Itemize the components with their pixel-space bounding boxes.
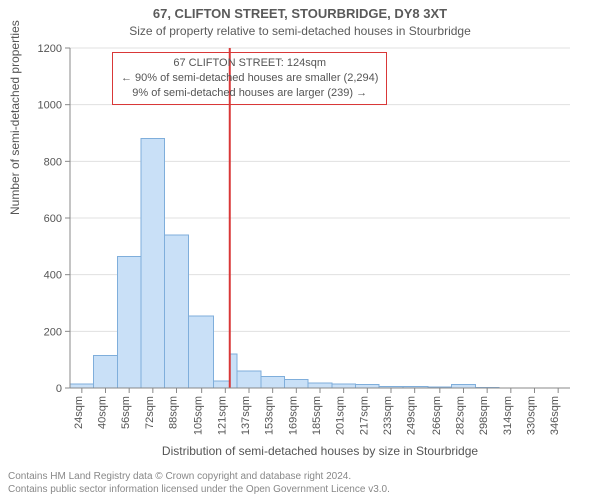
svg-text:400: 400 [44,270,62,282]
svg-text:249sqm: 249sqm [406,396,418,435]
svg-text:56sqm: 56sqm [120,396,132,429]
svg-text:137sqm: 137sqm [240,396,252,435]
svg-text:266sqm: 266sqm [431,396,443,435]
svg-text:72sqm: 72sqm [144,396,156,429]
svg-text:153sqm: 153sqm [264,396,276,435]
x-axis-label: Distribution of semi-detached houses by … [70,444,570,458]
svg-text:40sqm: 40sqm [97,396,109,429]
annotation-box: 67 CLIFTON STREET: 124sqm ← 90% of semi-… [112,52,387,105]
svg-text:201sqm: 201sqm [335,396,347,435]
svg-text:314sqm: 314sqm [502,396,514,435]
footer-line1: Contains HM Land Registry data © Crown c… [8,471,592,484]
svg-text:217sqm: 217sqm [358,396,370,435]
svg-text:298sqm: 298sqm [478,396,490,435]
svg-text:200: 200 [44,326,62,338]
annotation-line1: 67 CLIFTON STREET: 124sqm [121,56,378,71]
footer-line2: Contains public sector information licen… [8,484,592,497]
svg-text:105sqm: 105sqm [193,396,205,435]
footer-attribution: Contains HM Land Registry data © Crown c… [8,471,592,496]
svg-text:24sqm: 24sqm [73,396,85,429]
svg-text:1000: 1000 [38,100,62,112]
chart-title-line1: 67, CLIFTON STREET, STOURBRIDGE, DY8 3XT [0,6,600,21]
svg-text:169sqm: 169sqm [287,396,299,435]
svg-text:346sqm: 346sqm [549,396,561,435]
svg-text:330sqm: 330sqm [525,396,537,435]
svg-text:800: 800 [44,156,62,168]
svg-text:0: 0 [56,383,62,395]
chart-title-line2: Size of property relative to semi-detach… [0,24,600,38]
svg-text:282sqm: 282sqm [454,396,466,435]
svg-text:88sqm: 88sqm [168,396,180,429]
svg-text:600: 600 [44,213,62,225]
svg-text:121sqm: 121sqm [216,396,228,435]
svg-text:233sqm: 233sqm [382,396,394,435]
svg-text:185sqm: 185sqm [311,396,323,435]
annotation-line3: 9% of semi-detached houses are larger (2… [121,86,378,101]
svg-text:1200: 1200 [38,43,62,55]
annotation-line2: ← 90% of semi-detached houses are smalle… [121,71,378,86]
